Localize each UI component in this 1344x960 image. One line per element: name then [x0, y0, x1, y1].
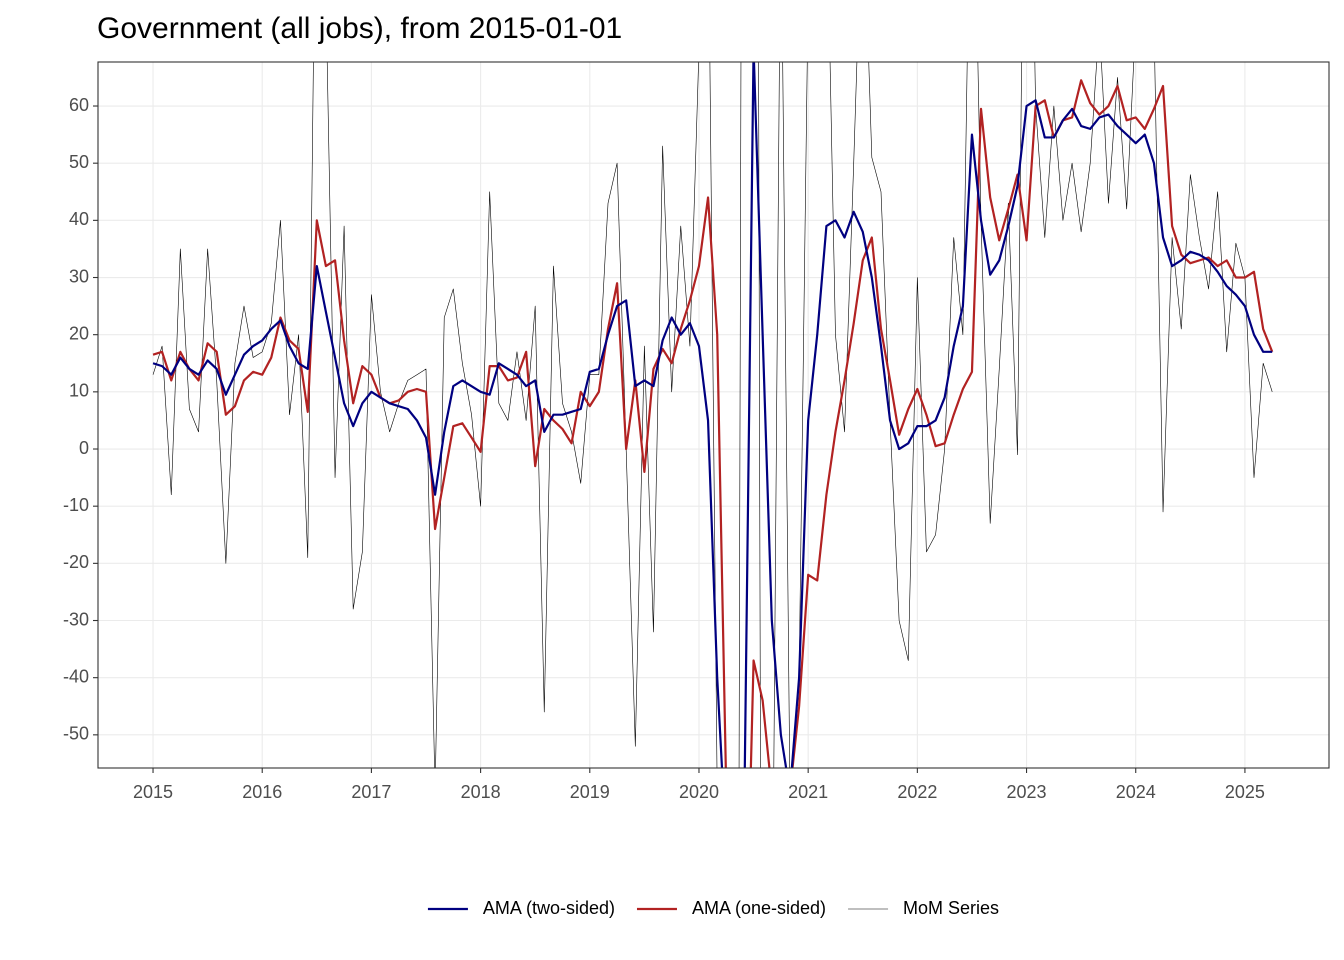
legend-label: MoM Series: [903, 898, 999, 918]
y-tick-label: 0: [79, 438, 89, 458]
x-tick-label: 2020: [679, 782, 719, 802]
series-line: [152, 79, 1274, 768]
legend-label: AMA (two-sided): [483, 898, 615, 918]
x-tick-label: 2022: [897, 782, 937, 802]
y-tick-label: -20: [63, 552, 89, 572]
x-tick-label: 2023: [1007, 782, 1047, 802]
y-tick-label: 60: [69, 95, 89, 115]
x-tick-label: 2019: [570, 782, 610, 802]
x-tick-label: 2024: [1116, 782, 1156, 802]
chart-title: Government (all jobs), from 2015-01-01: [97, 12, 622, 45]
x-tick-label: 2015: [133, 782, 173, 802]
legend: AMA (two-sided) AMA (one-sided) MoM Series: [427, 898, 999, 918]
y-tick-label: -30: [63, 609, 89, 629]
x-tick-label: 2016: [242, 782, 282, 802]
x-tick-label: 2021: [788, 782, 828, 802]
y-tick-label: -10: [63, 495, 89, 515]
x-tick-label: 2017: [351, 782, 391, 802]
y-tick-label: 50: [69, 152, 89, 172]
y-tick-label: 40: [69, 209, 89, 229]
y-tick-label: 30: [69, 266, 89, 286]
plot-border: [97, 61, 1330, 769]
y-tick-label: -40: [63, 666, 89, 686]
y-tick-label: 10: [69, 381, 89, 401]
x-tick-label: 2018: [461, 782, 501, 802]
series-line: [152, 62, 1273, 768]
legend-label: AMA (one-sided): [692, 898, 826, 918]
x-tick-label: 2025: [1225, 782, 1265, 802]
series-line: [152, 62, 1273, 768]
y-tick-label: 20: [69, 323, 89, 343]
y-tick-label: -50: [63, 724, 89, 744]
